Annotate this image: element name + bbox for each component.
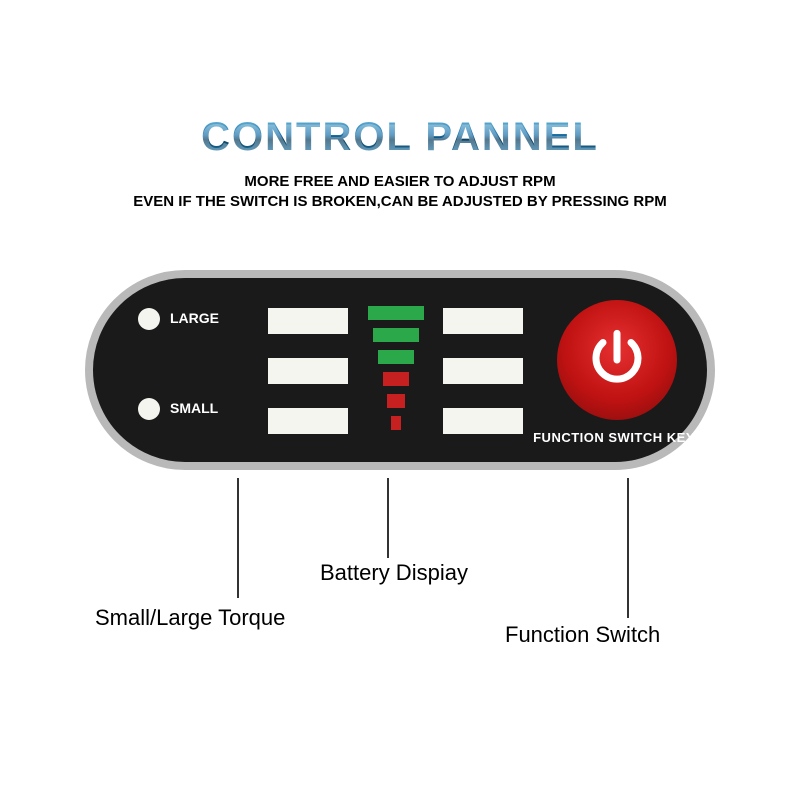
callout-line-function <box>627 478 629 618</box>
callout-function: Function Switch <box>505 622 660 648</box>
indicator-rect <box>443 308 523 334</box>
indicator-rect <box>268 358 348 384</box>
battery-bar <box>368 306 424 320</box>
large-label: LARGE <box>170 310 219 326</box>
indicator-rect <box>443 408 523 434</box>
callout-line-battery <box>387 478 389 558</box>
battery-bar <box>387 394 405 408</box>
indicator-column-left <box>268 308 348 458</box>
indicator-column-right <box>443 308 523 458</box>
subtitle: MORE FREE AND EASIER TO ADJUST RPM EVEN … <box>0 172 800 211</box>
indicator-rect <box>443 358 523 384</box>
indicator-rect <box>268 408 348 434</box>
battery-bar <box>383 372 409 386</box>
small-led-icon <box>138 398 160 420</box>
battery-display <box>368 306 424 438</box>
function-switch-key-label: FUNCTION SWITCH KEY <box>533 430 695 445</box>
large-led-icon <box>138 308 160 330</box>
indicator-rect <box>268 308 348 334</box>
callout-line-torque <box>237 478 239 598</box>
power-button[interactable] <box>557 300 677 420</box>
callout-battery: Battery Dispiay <box>320 560 468 586</box>
subtitle-line2: EVEN IF THE SWITCH IS BROKEN,CAN BE ADJU… <box>133 193 666 210</box>
main-title: CONTROL PANNEL <box>0 115 800 160</box>
power-icon <box>582 325 652 395</box>
battery-bar <box>391 416 401 430</box>
battery-bar <box>373 328 419 342</box>
small-label: SMALL <box>170 400 218 416</box>
subtitle-line1: MORE FREE AND EASIER TO ADJUST RPM <box>244 173 555 190</box>
callout-torque: Small/Large Torque <box>95 605 285 631</box>
control-panel: LARGE SMALL FUNCTION SWITCH KEY <box>85 270 715 470</box>
battery-bar <box>378 350 414 364</box>
